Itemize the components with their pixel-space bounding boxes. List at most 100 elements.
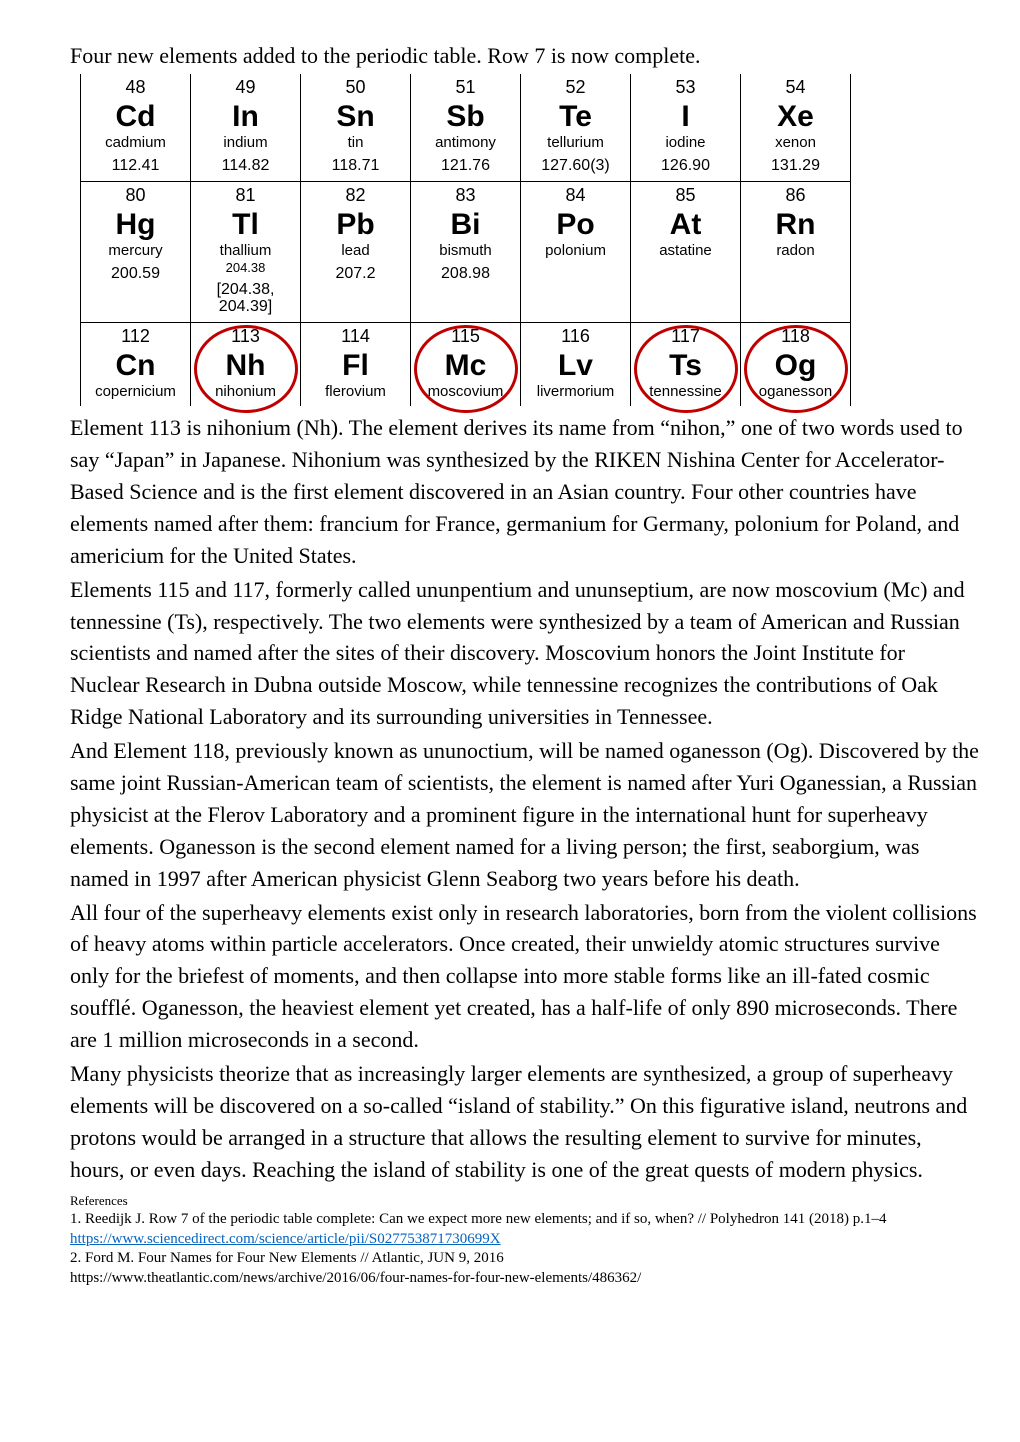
element-symbol: Lv bbox=[529, 349, 622, 382]
reference-text: 1. Reedijk J. Row 7 of the periodic tabl… bbox=[70, 1210, 980, 1230]
element-symbol: Sb bbox=[419, 100, 512, 133]
element-name: copernicium bbox=[89, 384, 182, 401]
element-symbol: I bbox=[639, 100, 732, 133]
element-symbol: Fl bbox=[309, 349, 402, 382]
body-paragraph: Many physicists theorize that as increas… bbox=[70, 1058, 980, 1186]
element-mass: [204.38, 204.39] bbox=[199, 281, 292, 316]
body-paragraph: All four of the superheavy elements exis… bbox=[70, 897, 980, 1056]
body-paragraph: Element 113 is nihonium (Nh). The elemen… bbox=[70, 412, 980, 571]
element-symbol: Hg bbox=[89, 208, 182, 241]
element-cell: 112Cn copernicium bbox=[81, 322, 191, 406]
atomic-number: 53 bbox=[639, 78, 732, 98]
element-mass: 127.60(3) bbox=[529, 157, 622, 175]
element-name: thallium bbox=[199, 243, 292, 260]
element-cell: 83Bi bismuth 208.98 bbox=[411, 181, 521, 322]
element-symbol: Bi bbox=[419, 208, 512, 241]
element-name: indium bbox=[199, 135, 292, 152]
reference-text: https://www.theatlantic.com/news/archive… bbox=[70, 1269, 980, 1289]
element-symbol: Pb bbox=[309, 208, 402, 241]
reference-link[interactable]: https://www.sciencedirect.com/science/ar… bbox=[70, 1231, 501, 1247]
element-symbol: At bbox=[639, 208, 732, 241]
element-cell: 113Nhnihonium bbox=[191, 322, 301, 406]
element-symbol: In bbox=[199, 100, 292, 133]
element-symbol: Ts bbox=[639, 349, 732, 382]
atomic-number: 112 bbox=[89, 327, 182, 347]
article-body: Element 113 is nihonium (Nh). The elemen… bbox=[70, 412, 980, 1185]
element-mass: 114.82 bbox=[199, 157, 292, 175]
element-name: xenon bbox=[749, 135, 842, 152]
element-mass: 208.98 bbox=[419, 265, 512, 283]
element-symbol: Tl bbox=[199, 208, 292, 241]
reference-text: 2. Ford M. Four Names for Four New Eleme… bbox=[70, 1249, 980, 1269]
element-cell: 80Hg mercury 200.59 bbox=[81, 181, 191, 322]
element-name: cadmium bbox=[89, 135, 182, 152]
element-symbol: Rn bbox=[749, 208, 842, 241]
element-name: mercury bbox=[89, 243, 182, 260]
element-mass: 121.76 bbox=[419, 157, 512, 175]
element-name: tellurium bbox=[529, 135, 622, 152]
element-mass: 131.29 bbox=[749, 157, 842, 175]
atomic-number: 82 bbox=[309, 186, 402, 206]
element-cell: 48Cdcadmium112.41 bbox=[81, 74, 191, 181]
element-cell: 54Xe xenon 131.29 bbox=[741, 74, 851, 181]
element-symbol: Cd bbox=[89, 100, 182, 133]
element-symbol: Og bbox=[749, 349, 842, 382]
element-name: flerovium bbox=[309, 384, 402, 401]
element-cell: 116Lv livermorium bbox=[521, 322, 631, 406]
headline: Four new elements added to the periodic … bbox=[70, 40, 980, 72]
element-mass: 126.90 bbox=[639, 157, 732, 175]
element-name: nihonium bbox=[199, 384, 292, 401]
element-name: livermorium bbox=[529, 384, 622, 401]
element-name: antimony bbox=[419, 135, 512, 152]
element-mass: 118.71 bbox=[309, 157, 402, 175]
element-symbol: Te bbox=[529, 100, 622, 133]
element-mass: 112.41 bbox=[89, 157, 182, 175]
element-symbol: Xe bbox=[749, 100, 842, 133]
element-cell: 118Og oganesson bbox=[741, 322, 851, 406]
atomic-number: 116 bbox=[529, 327, 622, 347]
element-symbol: Cn bbox=[89, 349, 182, 382]
element-cell: 117Ts tennessine bbox=[631, 322, 741, 406]
element-name: polonium bbox=[529, 243, 622, 260]
atomic-number: 49 bbox=[199, 78, 292, 98]
element-name: astatine bbox=[639, 243, 732, 260]
element-name: bismuth bbox=[419, 243, 512, 260]
element-cell: 49In indium 114.82 bbox=[191, 74, 301, 181]
element-name: moscovium bbox=[419, 384, 512, 401]
references-list: 1. Reedijk J. Row 7 of the periodic tabl… bbox=[70, 1210, 980, 1288]
element-cell: 86Rn radon bbox=[741, 181, 851, 322]
element-cell: 114Flflerovium bbox=[301, 322, 411, 406]
atomic-number: 84 bbox=[529, 186, 622, 206]
element-cell: 52Te tellurium 127.60(3) bbox=[521, 74, 631, 181]
atomic-number: 85 bbox=[639, 186, 732, 206]
periodic-table: 48Cdcadmium112.4149Inindium114.8250Sntin… bbox=[80, 74, 851, 406]
element-mass: 200.59 bbox=[89, 265, 182, 283]
element-cell: 51Sb antimony 121.76 bbox=[411, 74, 521, 181]
element-symbol: Mc bbox=[419, 349, 512, 382]
atomic-number: 83 bbox=[419, 186, 512, 206]
references-heading: References bbox=[70, 1192, 980, 1211]
atomic-number: 118 bbox=[749, 327, 842, 347]
element-symbol: Sn bbox=[309, 100, 402, 133]
element-sub-mass: 204.38 bbox=[199, 261, 292, 275]
element-symbol: Po bbox=[529, 208, 622, 241]
element-cell: 84Po polonium bbox=[521, 181, 631, 322]
atomic-number: 54 bbox=[749, 78, 842, 98]
element-cell: 115Mcmoscovium bbox=[411, 322, 521, 406]
element-cell: 82Pblead207.2 bbox=[301, 181, 411, 322]
element-name: radon bbox=[749, 243, 842, 260]
element-name: tin bbox=[309, 135, 402, 152]
atomic-number: 80 bbox=[89, 186, 182, 206]
element-name: iodine bbox=[639, 135, 732, 152]
atomic-number: 52 bbox=[529, 78, 622, 98]
atomic-number: 50 bbox=[309, 78, 402, 98]
body-paragraph: Elements 115 and 117, formerly called un… bbox=[70, 574, 980, 733]
element-name: tennessine bbox=[639, 384, 732, 401]
atomic-number: 81 bbox=[199, 186, 292, 206]
atomic-number: 51 bbox=[419, 78, 512, 98]
element-cell: 50Sn tin 118.71 bbox=[301, 74, 411, 181]
atomic-number: 117 bbox=[639, 327, 732, 347]
atomic-number: 86 bbox=[749, 186, 842, 206]
element-name: oganesson bbox=[749, 384, 842, 401]
body-paragraph: And Element 118, previously known as unu… bbox=[70, 735, 980, 894]
